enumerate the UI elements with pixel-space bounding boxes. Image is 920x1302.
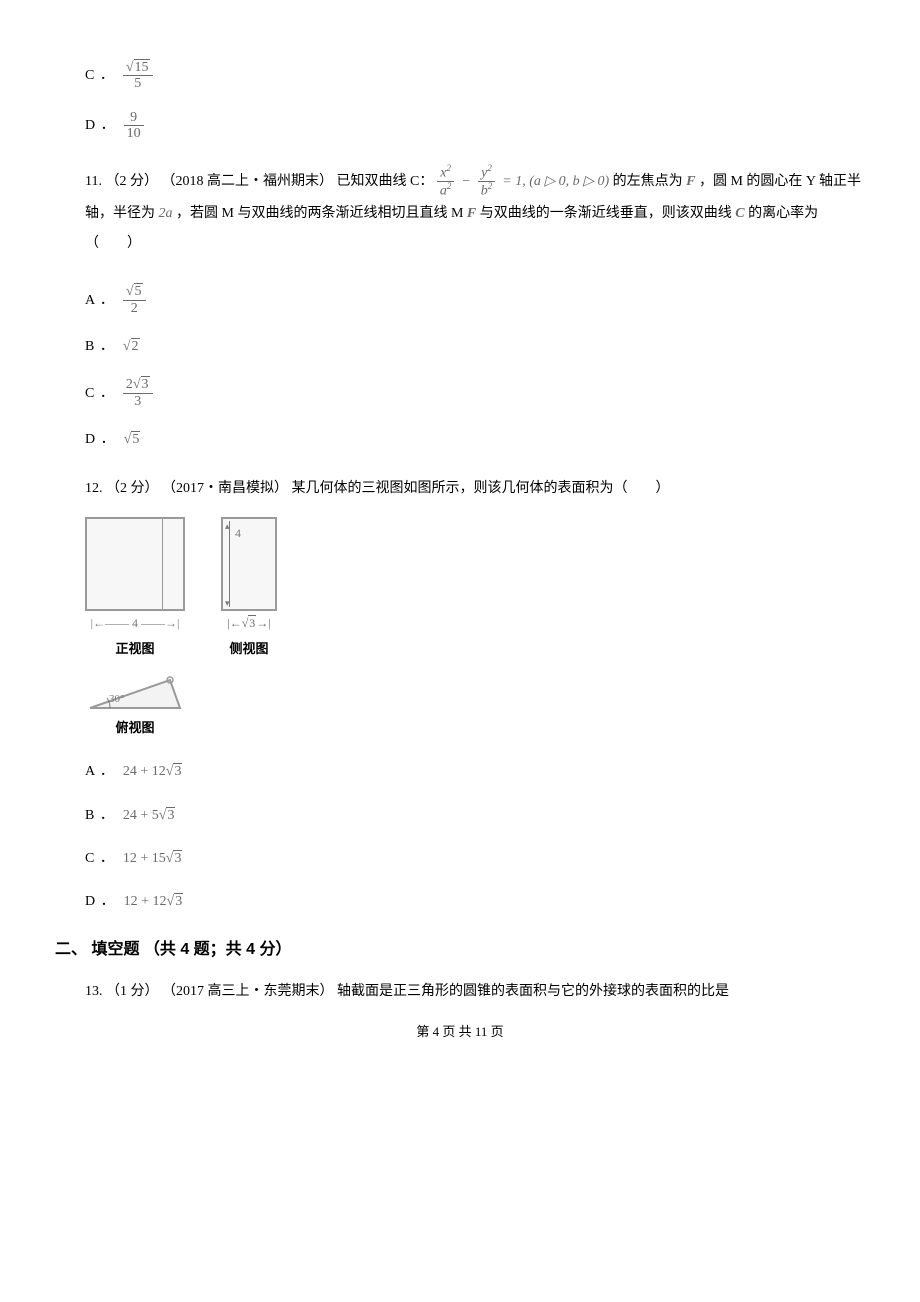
q12-option-d: D ． 12 + 123	[85, 889, 865, 914]
q12-figure: |←―― 4 ――→| 正视图 ▴ ▾ 4 |←3→| 侧视图	[85, 517, 865, 739]
option-letter: D ．	[85, 889, 116, 914]
front-view-box: |←―― 4 ――→| 正视图	[85, 517, 185, 660]
top-caption: 俯视图	[85, 716, 185, 739]
top-view-box: 30° 俯视图	[85, 668, 185, 739]
side-dim-v: 4	[235, 523, 241, 545]
front-caption: 正视图	[85, 637, 185, 660]
top-angle: 30°	[109, 690, 124, 710]
option-letter: C ．	[85, 63, 115, 88]
q-source: （2017 高三上・东莞期末）	[162, 984, 334, 999]
side-dimension: |←3→|	[221, 613, 277, 635]
q11-stem: 11. （2 分） （2018 高二上・福州期末） 已知双曲线 C： x2 a2…	[85, 164, 865, 261]
q12-option-a: A ． 24 + 123	[85, 759, 865, 784]
side-view-box: ▴ ▾ 4 |←3→| 侧视图	[221, 517, 277, 660]
option-letter: B ．	[85, 334, 115, 359]
fraction: 9 10	[124, 110, 144, 142]
fraction: 15 5	[123, 60, 153, 92]
fraction: 23 3	[123, 377, 153, 409]
stem-text: 轴截面是正三角形的圆锥的表面积与它的外接球的表面积的比是	[337, 984, 729, 999]
radius-2a: 2a	[159, 206, 173, 221]
q-source: （2017・南昌模拟）	[162, 481, 288, 496]
q-source: （2018 高二上・福州期末）	[161, 173, 333, 188]
q-number: 13.	[85, 984, 103, 999]
option-letter: C ．	[85, 381, 115, 406]
math-value: 2	[123, 334, 140, 359]
top-view-svg	[85, 668, 185, 714]
var-F: F	[686, 173, 695, 188]
q10-option-c: C ． 15 5	[85, 60, 865, 92]
q-points: （2 分）	[106, 481, 159, 496]
q-points: （1 分）	[106, 984, 159, 999]
q12-option-c: C ． 12 + 153	[85, 846, 865, 871]
side-caption: 侧视图	[221, 637, 277, 660]
option-letter: D ．	[85, 427, 116, 452]
q11-option-c: C ． 23 3	[85, 377, 865, 409]
math-value: 24 + 123	[123, 759, 183, 784]
page: C ． 15 5 D ． 9 10 11. （2 分） （2018 高二上・福州…	[0, 0, 920, 1302]
option-letter: A ．	[85, 759, 115, 784]
math-value: 12 + 153	[123, 846, 183, 871]
q10-option-d: D ． 9 10	[85, 110, 865, 142]
option-letter: C ．	[85, 846, 115, 871]
math-value: 5	[124, 427, 141, 452]
math-value: 12 + 123	[124, 889, 184, 914]
option-letter: D ．	[85, 113, 116, 138]
page-footer: 第 4 页 共 11 页	[55, 1020, 865, 1043]
option-letter: A ．	[85, 288, 115, 313]
stem-text: 已知双曲线 C：	[336, 173, 433, 188]
front-dimension: |←―― 4 ――→|	[85, 613, 185, 635]
var-F: F	[467, 206, 476, 221]
q-points: （2 分）	[105, 173, 158, 188]
front-view	[85, 517, 185, 611]
q-number: 12.	[85, 481, 103, 496]
math-value: 24 + 53	[123, 803, 176, 828]
var-C: C	[735, 206, 744, 221]
option-letter: B ．	[85, 803, 115, 828]
fraction: 5 2	[123, 284, 146, 316]
q12-stem: 12. （2 分） （2017・南昌模拟） 某几何体的三视图如图所示，则该几何体…	[85, 474, 865, 505]
side-view: ▴ ▾ 4	[221, 517, 277, 611]
q11-option-a: A ． 5 2	[85, 284, 865, 316]
stem-text: ，若圆 M 与双曲线的两条渐近线相切且直线 M	[176, 206, 467, 221]
stem-text: 的左焦点为	[613, 173, 687, 188]
q11-option-d: D ． 5	[85, 427, 865, 452]
stem-text: 某几何体的三视图如图所示，则该几何体的表面积为（ ）	[292, 481, 670, 496]
q12-option-b: B ． 24 + 53	[85, 803, 865, 828]
q13-stem: 13. （1 分） （2017 高三上・东莞期末） 轴截面是正三角形的圆锥的表面…	[85, 977, 865, 1008]
top-view: 30°	[85, 668, 185, 714]
section-2-title: 二、 填空题 （共 4 题；共 4 分）	[55, 936, 865, 965]
stem-text: 与双曲线的一条渐近线垂直，则该双曲线	[480, 206, 736, 221]
q-number: 11.	[85, 173, 102, 188]
q11-option-b: B ． 2	[85, 334, 865, 359]
hyperbola-equation: x2 a2 − y2 b2 = 1, (a ▷ 0, b ▷ 0)	[437, 164, 609, 199]
